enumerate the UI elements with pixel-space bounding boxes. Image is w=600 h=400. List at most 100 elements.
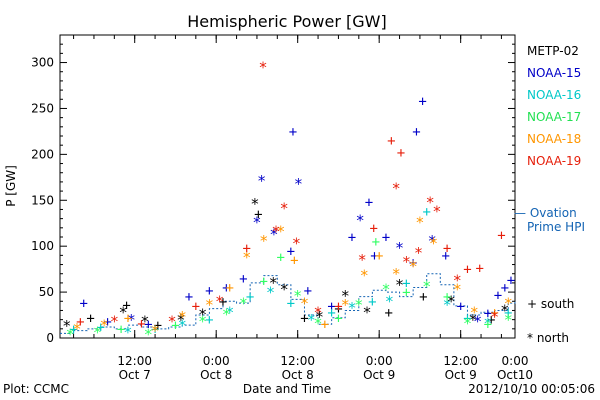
data-point: * — [385, 292, 394, 310]
data-point: * — [144, 325, 153, 343]
data-point: * — [315, 308, 324, 326]
y-tick-label: 0 — [46, 331, 54, 345]
data-point: + — [304, 283, 312, 299]
data-point: + — [86, 311, 94, 327]
data-point: + — [254, 207, 262, 223]
data-point: + — [382, 230, 390, 246]
data-point: + — [334, 302, 342, 318]
data-point: + — [321, 317, 329, 333]
data-point: + — [144, 317, 152, 333]
data-point: + — [412, 124, 420, 140]
data-point: + — [226, 281, 234, 297]
y-axis-label: P [GW] — [4, 165, 18, 207]
data-point: * — [127, 311, 136, 329]
series-noaa-16: + + * + * + *+ *+* + * + *++*+ *+ — [69, 204, 512, 341]
data-point: * — [178, 308, 187, 326]
data-point: * — [280, 200, 289, 218]
data-point: * — [426, 193, 435, 211]
data-point: + — [287, 296, 295, 312]
data-point: + — [365, 195, 373, 211]
data-point: + — [137, 316, 145, 332]
data-point: * — [257, 172, 266, 190]
data-point: * — [222, 305, 231, 323]
data-point: * — [429, 235, 438, 253]
data-point: * — [269, 225, 278, 243]
legend-entry: NOAA-16 — [527, 88, 582, 102]
data-point: * — [314, 314, 323, 332]
data-point: * — [252, 213, 261, 231]
x-tick-label-time: 0:00 — [502, 354, 529, 368]
data-point: + — [69, 322, 77, 338]
data-point: + — [276, 250, 284, 266]
x-tick-label-date: Oct 8 — [200, 368, 232, 382]
data-point: + — [463, 311, 471, 327]
legend-entry: NOAA-15 — [527, 66, 582, 80]
data-point: + — [372, 235, 380, 251]
data-point: + — [327, 299, 335, 315]
data-point: * — [453, 271, 462, 289]
legend-entry: NOAA-19 — [527, 154, 582, 168]
data-point: * — [176, 311, 185, 329]
data-point: + — [348, 230, 356, 246]
legend-entry: METP-02 — [527, 44, 579, 58]
data-point: * — [276, 223, 285, 241]
y-tick-label: 150 — [31, 193, 54, 207]
data-point: * — [354, 296, 363, 314]
data-point: * — [280, 281, 289, 299]
data-point: + — [289, 124, 297, 140]
data-point: + — [443, 241, 451, 257]
data-point: + — [260, 274, 268, 290]
data-point: * — [205, 296, 214, 314]
data-point: * — [483, 314, 492, 332]
data-point: + — [122, 298, 130, 314]
data-point: + — [246, 290, 254, 306]
data-point: * — [198, 313, 207, 331]
data-point: * — [409, 258, 418, 276]
data-point: * — [362, 303, 371, 321]
data-point: * — [151, 322, 160, 340]
data-point: * — [402, 253, 411, 271]
legend-ovation-line1: — Ovation — [514, 206, 577, 220]
data-point: + — [402, 276, 410, 292]
data-point: * — [504, 294, 513, 312]
data-point: * — [100, 316, 109, 334]
data-point: + — [370, 221, 378, 237]
data-point: + — [171, 318, 179, 334]
data-point: + — [397, 146, 405, 162]
data-point: * — [314, 303, 323, 321]
data-point: + — [484, 306, 492, 322]
data-point: * — [347, 299, 356, 317]
data-point: * — [428, 232, 437, 250]
x-tick-label-time: 12:00 — [117, 354, 152, 368]
data-point: * — [269, 274, 278, 292]
data-point: + — [222, 281, 230, 297]
data-point: * — [62, 317, 71, 335]
x-tick-label-date: Oct 9 — [363, 368, 395, 382]
x-tick-label-date: Oct 7 — [119, 368, 151, 382]
data-point: * — [307, 311, 316, 329]
data-point: * — [239, 294, 248, 312]
ovation-hpi-line — [60, 273, 516, 334]
data-point: * — [341, 296, 350, 314]
data-point: + — [418, 94, 426, 110]
data-point: + — [368, 294, 376, 310]
x-tick-label-time: 0:00 — [203, 354, 230, 368]
data-point: * — [395, 276, 404, 294]
data-point: * — [358, 251, 367, 269]
series-noaa-17: * * + * + * **++** +*+* + *+* + * — [66, 235, 513, 344]
data-point: + — [103, 314, 111, 330]
data-point: * — [271, 223, 280, 241]
data-point: * — [250, 195, 259, 213]
data-point: + — [151, 322, 159, 338]
data-point: * — [504, 311, 513, 329]
data-point: + — [507, 273, 515, 289]
data-point: + — [239, 271, 247, 287]
data-point: * — [381, 281, 390, 299]
data-point: * — [93, 324, 102, 342]
plot-frame — [59, 34, 516, 339]
timestamp: 2012/10/10 00:05:06 — [468, 382, 595, 396]
data-point: + — [327, 305, 335, 321]
data-point: * — [168, 313, 177, 331]
data-point: * — [119, 303, 128, 321]
data-point: + — [287, 244, 295, 260]
